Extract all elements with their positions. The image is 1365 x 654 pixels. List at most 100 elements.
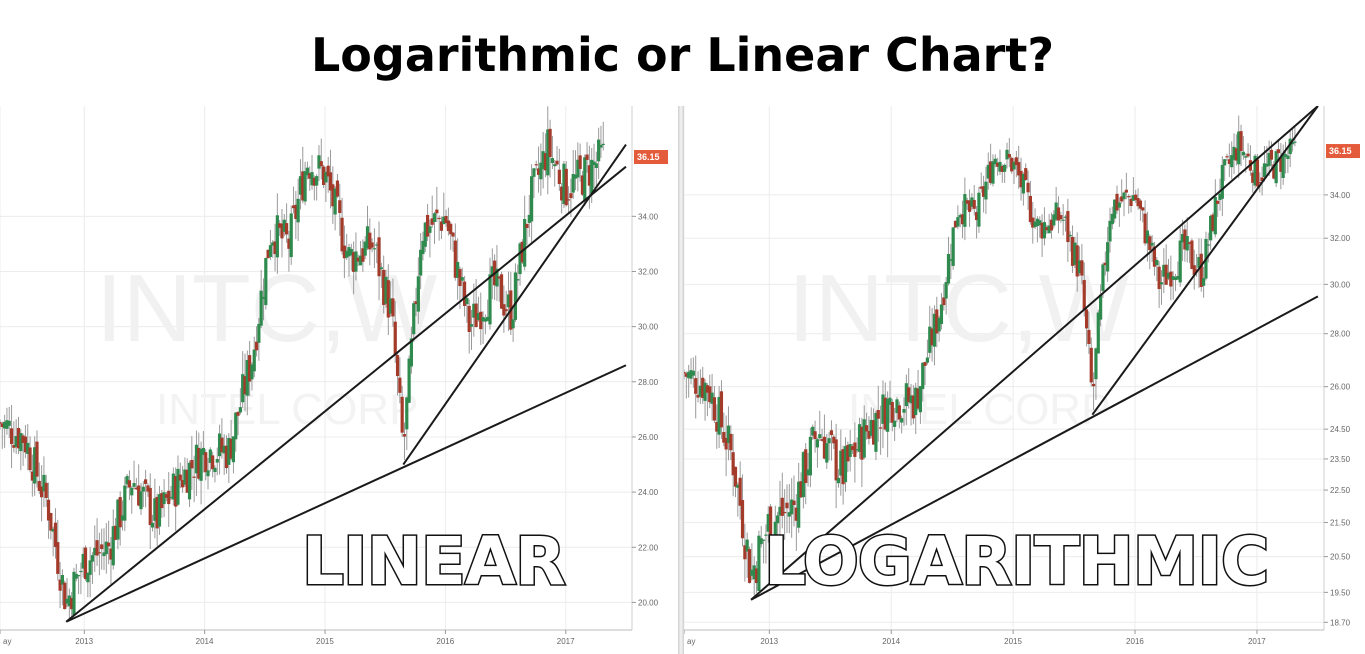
candle-body <box>469 324 474 327</box>
candle-body <box>759 538 763 545</box>
candle-body <box>301 171 305 201</box>
candle-body <box>1227 159 1231 164</box>
candle-body <box>848 444 852 457</box>
candle-body <box>900 418 904 423</box>
candle-body <box>266 249 270 259</box>
candle-body <box>416 276 420 312</box>
candle-body <box>738 477 742 506</box>
candle-body <box>1162 264 1166 277</box>
candle-body <box>504 309 508 312</box>
candle-body <box>965 200 969 204</box>
candle-body <box>879 427 883 429</box>
candle-body <box>1223 159 1227 166</box>
candle-body <box>853 442 857 457</box>
y-tick-label: 30.00 <box>1330 280 1351 289</box>
candle-body <box>569 193 573 199</box>
candle-body <box>319 161 323 167</box>
x-tick-label: 2017 <box>1248 637 1266 646</box>
candle-body <box>1213 196 1217 235</box>
y-tick-label: 22.50 <box>1330 486 1351 495</box>
candle-body <box>534 164 538 166</box>
candle-body <box>102 552 106 557</box>
candle-body <box>303 171 307 202</box>
candle-body <box>902 409 906 413</box>
candle-body <box>206 470 210 477</box>
candle-body <box>1045 227 1049 231</box>
candle-body <box>827 438 831 444</box>
candle-body <box>215 459 219 463</box>
candle-body <box>42 474 46 492</box>
candle-body <box>548 128 552 158</box>
candle-body <box>993 158 997 165</box>
candle-body <box>180 480 185 488</box>
candle-body <box>506 294 511 308</box>
candle-body <box>932 313 937 347</box>
candle-body <box>1150 242 1154 246</box>
candle-body <box>375 244 379 246</box>
candle-body <box>1209 215 1213 241</box>
candle-body <box>456 261 460 278</box>
candle-body <box>871 420 876 445</box>
candle-body <box>996 162 1000 167</box>
candle-body <box>74 573 78 579</box>
candle-body <box>1138 200 1143 209</box>
candle-body <box>1234 148 1238 161</box>
candle-body <box>513 272 518 320</box>
candle-body <box>137 485 141 506</box>
candle-body <box>79 570 83 573</box>
candle-body <box>712 397 717 421</box>
candle-body <box>407 358 411 403</box>
candle-body <box>1021 174 1025 194</box>
candle-body <box>243 376 247 395</box>
candle-body <box>729 433 733 451</box>
candle-body <box>56 542 60 574</box>
candle-body <box>261 296 266 299</box>
candle-body <box>855 449 859 451</box>
candle-body <box>238 407 242 413</box>
candle-body <box>541 151 545 170</box>
candle-body <box>449 223 453 235</box>
candle-body <box>1148 236 1152 251</box>
candle-body <box>386 280 390 318</box>
candle-body <box>811 426 815 436</box>
candle-body <box>834 439 838 481</box>
candle-body <box>199 449 203 481</box>
candle-body <box>384 276 388 304</box>
candle-body <box>813 431 817 439</box>
candle-body <box>331 184 335 207</box>
candle-body <box>1052 214 1056 226</box>
candle-body <box>1255 159 1260 187</box>
candle-body <box>874 412 878 452</box>
candle-body <box>289 213 293 258</box>
candle-body <box>1171 276 1175 280</box>
candle-body <box>1073 242 1077 265</box>
candle-body <box>825 443 829 463</box>
y-tick-label: 32.00 <box>1330 234 1351 243</box>
candle-body <box>881 394 885 424</box>
trendline <box>402 144 627 466</box>
candle-body <box>310 172 314 186</box>
candle-body <box>1120 196 1124 202</box>
y-tick-label: 18.70 <box>1330 618 1351 627</box>
candle-body <box>402 434 407 437</box>
candle-body <box>687 371 691 379</box>
candle-body <box>502 304 506 316</box>
candle-body <box>14 435 18 448</box>
candle-body <box>139 491 143 510</box>
candle-body <box>1239 131 1243 152</box>
x-tick-label: 2016 <box>436 637 454 646</box>
candle-body <box>460 277 464 281</box>
candle-body <box>150 522 155 528</box>
candle-body <box>250 364 254 380</box>
candle-body <box>275 215 279 258</box>
candle-body <box>479 311 483 330</box>
y-tick-label: 24.50 <box>1330 425 1351 434</box>
candle-body <box>365 226 370 249</box>
candle-body <box>155 496 159 529</box>
candle-body <box>400 396 404 433</box>
candle-body <box>490 266 494 277</box>
candle-body <box>1042 222 1047 239</box>
candle-body <box>925 357 930 363</box>
candle-body <box>349 248 353 256</box>
candle-body <box>95 540 99 556</box>
